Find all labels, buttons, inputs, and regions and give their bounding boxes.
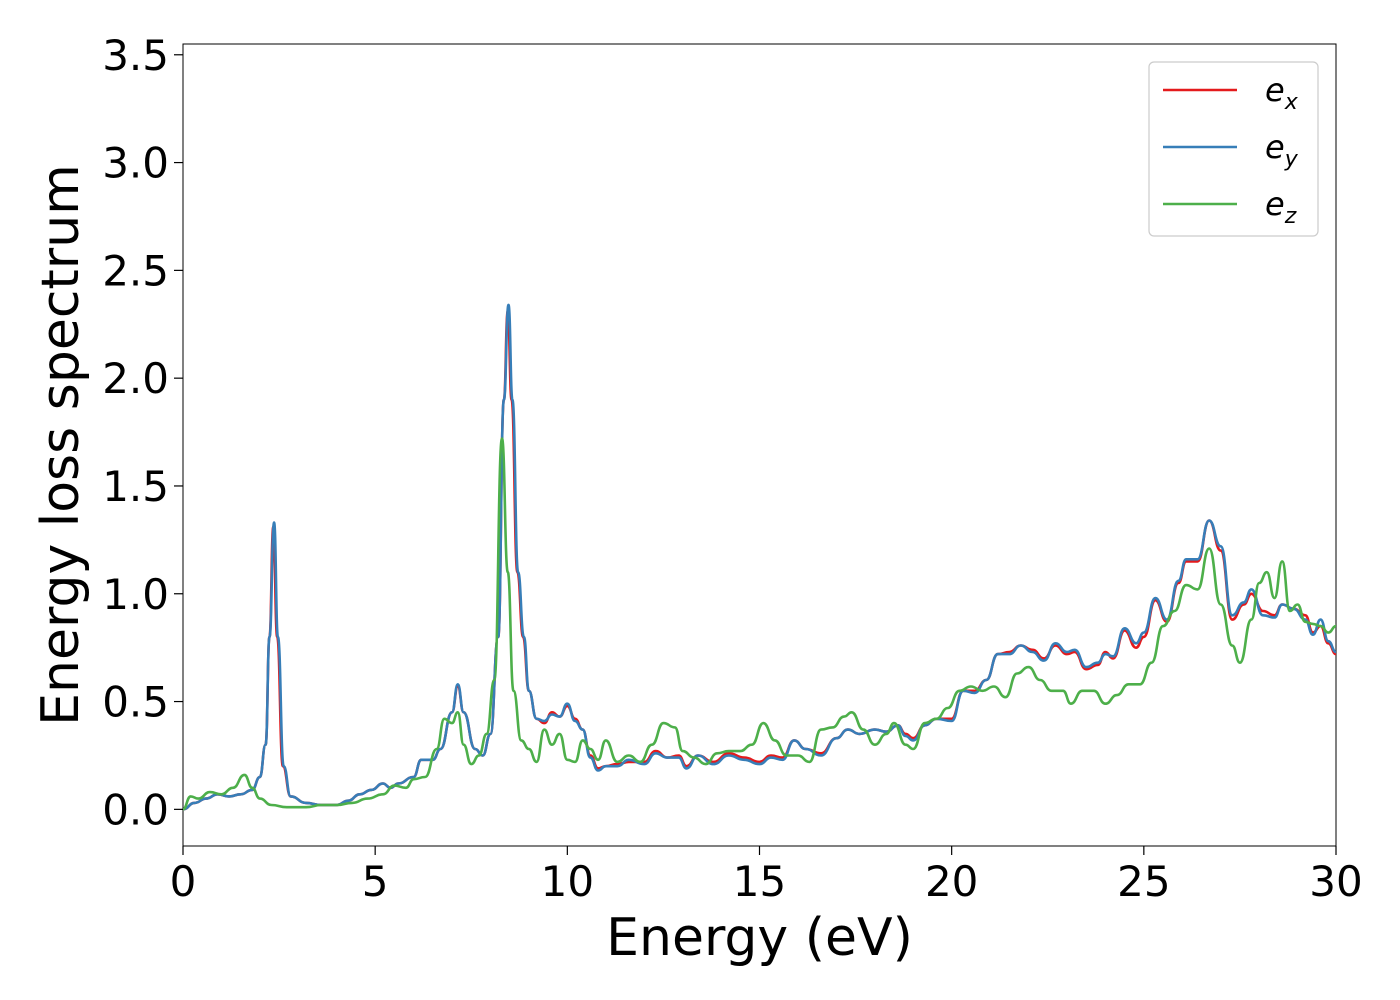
y-tick-label: 2.0 [102, 354, 169, 403]
legend-label-y: ey [1265, 128, 1299, 172]
x-tick-label: 25 [1117, 857, 1170, 906]
y-tick-label: 2.5 [102, 246, 169, 295]
y-tick-label: 0.0 [102, 785, 169, 834]
y-tick-label: 3.5 [102, 31, 169, 80]
series-line-z [183, 437, 1336, 811]
x-tick-label: 15 [733, 857, 786, 906]
series-line-x [183, 310, 1336, 811]
series-line-y [183, 303, 1336, 811]
y-tick-label: 1.5 [102, 462, 169, 511]
x-axis: 0 5 10 15 20 25 30 [170, 846, 1363, 906]
x-tick-label: 0 [170, 857, 197, 906]
y-tick-label: 3.0 [102, 139, 169, 188]
y-axis: 0.0 0.5 1.0 1.5 2.0 2.5 3.0 3.5 [102, 31, 183, 834]
x-tick-label: 20 [925, 857, 978, 906]
x-tick-label: 10 [541, 857, 594, 906]
y-axis-title: Energy loss spectrum [31, 164, 91, 726]
x-tick-label: 30 [1309, 857, 1362, 906]
series-layer [183, 303, 1336, 811]
x-axis-title: Energy (eV) [606, 908, 913, 968]
legend-box [1148, 61, 1319, 237]
y-tick-label: 0.5 [102, 678, 169, 727]
y-tick-label: 1.0 [102, 570, 169, 619]
legend-label-x: ex [1265, 71, 1299, 115]
legend: ex ey ez [1148, 61, 1319, 237]
legend-label-z: ez [1265, 185, 1297, 229]
x-tick-label: 5 [362, 857, 389, 906]
